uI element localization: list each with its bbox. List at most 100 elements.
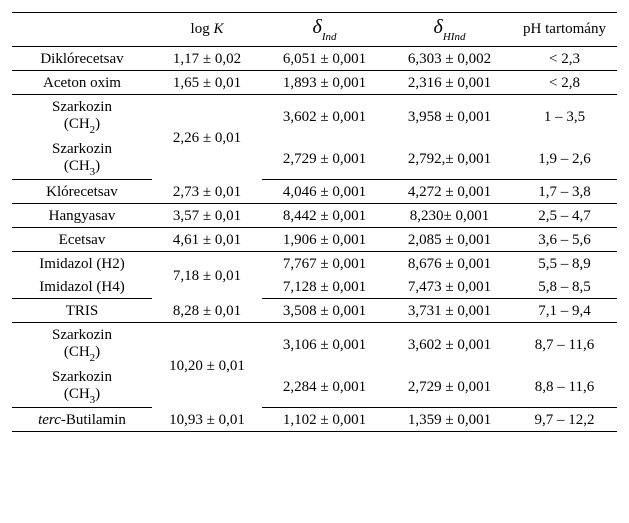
col-ph-header: pH tartomány [512, 13, 617, 47]
cell-logk: 10,20 ± 0,01 [152, 323, 262, 408]
cell-name: Aceton oxim [12, 71, 152, 95]
name-sub-n: 3 [90, 394, 96, 406]
name-sub-open: (CH [64, 116, 90, 132]
cell-logk: 7,18 ± 0,01 [152, 252, 262, 299]
cell-name: Klórecetsav [12, 180, 152, 204]
cell-ph: 5,5 – 8,9 [512, 252, 617, 276]
name-sub-open: (CH [64, 344, 90, 360]
row-imidazole-h2: Imidazol (H2) 7,18 ± 0,01 7,767 ± 0,001 … [12, 252, 617, 276]
row-acetic: Ecetsav 4,61 ± 0,01 1,906 ± 0,001 2,085 … [12, 228, 617, 252]
data-table: log K δInd δHInd pH tartomány Diklórecet… [12, 12, 617, 432]
cell-logk: 2,26 ± 0,01 [152, 95, 262, 180]
cell-dind: 3,106 ± 0,001 [262, 323, 387, 366]
cell-dind: 2,284 ± 0,001 [262, 365, 387, 408]
cell-dhind: 7,473 ± 0,001 [387, 275, 512, 299]
name-sub-close: ) [95, 116, 100, 132]
cell-name: Imidazol (H2) [12, 252, 152, 276]
cell-name: Diklórecetsav [12, 47, 152, 71]
row-imidazole-h4: Imidazol (H4) 7,128 ± 0,001 7,473 ± 0,00… [12, 275, 617, 299]
cell-ph: 1 – 3,5 [512, 95, 617, 138]
cell-dind: 7,128 ± 0,001 [262, 275, 387, 299]
cell-dind: 8,442 ± 0,001 [262, 204, 387, 228]
cell-ph: 9,7 – 12,2 [512, 408, 617, 432]
row-szarkozin1-ch2: Szarkozin (CH2) 2,26 ± 0,01 3,602 ± 0,00… [12, 95, 617, 138]
cell-name: Szarkozin (CH3) [12, 137, 152, 180]
cell-dhind: 3,602 ± 0,001 [387, 323, 512, 366]
cell-ph: 5,8 – 8,5 [512, 275, 617, 299]
name-top: Szarkozin [52, 141, 112, 157]
cell-ph: 7,1 – 9,4 [512, 299, 617, 323]
cell-dhind: 4,272 ± 0,001 [387, 180, 512, 204]
cell-ph: 8,8 – 11,6 [512, 365, 617, 408]
cell-ph: 1,9 – 2,6 [512, 137, 617, 180]
cell-ph: < 2,3 [512, 47, 617, 71]
col-dind-header: δInd [262, 13, 387, 47]
cell-dhind: 2,085 ± 0,001 [387, 228, 512, 252]
cell-dind: 1,893 ± 0,001 [262, 71, 387, 95]
name-sub-open: (CH [64, 386, 90, 402]
cell-dhind: 8,230± 0,001 [387, 204, 512, 228]
name-sub-close: ) [95, 158, 100, 174]
name-sub-close: ) [95, 344, 100, 360]
cell-dhind: 6,303 ± 0,002 [387, 47, 512, 71]
row-szarkozin2-ch3: Szarkozin (CH3) 2,284 ± 0,001 2,729 ± 0,… [12, 365, 617, 408]
cell-dind: 1,102 ± 0,001 [262, 408, 387, 432]
cell-name: terc-Butilamin [12, 408, 152, 432]
row-chloroacetic: Klórecetsav 2,73 ± 0,01 4,046 ± 0,001 4,… [12, 180, 617, 204]
cell-ph: 3,6 – 5,6 [512, 228, 617, 252]
cell-ph: 1,7 – 3,8 [512, 180, 617, 204]
cell-dhind: 2,792,± 0,001 [387, 137, 512, 180]
cell-name: Hangyasav [12, 204, 152, 228]
cell-name: Ecetsav [12, 228, 152, 252]
cell-logk: 1,65 ± 0,01 [152, 71, 262, 95]
cell-name: Szarkozin (CH3) [12, 365, 152, 408]
cell-dhind: 8,676 ± 0,001 [387, 252, 512, 276]
cell-logk: 4,61 ± 0,01 [152, 228, 262, 252]
name-sub-n: 3 [90, 166, 96, 178]
cell-logk: 8,28 ± 0,01 [152, 299, 262, 323]
cell-dind: 7,767 ± 0,001 [262, 252, 387, 276]
cell-logk: 10,93 ± 0,01 [152, 408, 262, 432]
name-top: Szarkozin [52, 99, 112, 115]
cell-dhind: 2,729 ± 0,001 [387, 365, 512, 408]
name-top: Szarkozin [52, 327, 112, 343]
row-szarkozin2-ch2: Szarkozin (CH2) 10,20 ± 0,01 3,106 ± 0,0… [12, 323, 617, 366]
delta-hind-symbol: δ [434, 16, 443, 38]
cell-ph: 2,5 – 4,7 [512, 204, 617, 228]
header-row: log K δInd δHInd pH tartomány [12, 13, 617, 47]
cell-logk: 2,73 ± 0,01 [152, 180, 262, 204]
cell-name: Szarkozin (CH2) [12, 323, 152, 366]
name-sub-n: 2 [90, 124, 96, 136]
name-prefix: terc [38, 412, 61, 428]
row-tris: TRIS 8,28 ± 0,01 3,508 ± 0,001 3,731 ± 0… [12, 299, 617, 323]
row-dichloroacetic: Diklórecetsav 1,17 ± 0,02 6,051 ± 0,001 … [12, 47, 617, 71]
cell-dind: 4,046 ± 0,001 [262, 180, 387, 204]
row-szarkozin1-ch3: Szarkozin (CH3) 2,729 ± 0,001 2,792,± 0,… [12, 137, 617, 180]
row-tercbutylamine: terc-Butilamin 10,93 ± 0,01 1,102 ± 0,00… [12, 408, 617, 432]
cell-name: Imidazol (H4) [12, 275, 152, 299]
cell-dhind: 3,731 ± 0,001 [387, 299, 512, 323]
cell-dhind: 2,316 ± 0,001 [387, 71, 512, 95]
delta-ind-sub: Ind [322, 31, 337, 43]
name-sub-n: 2 [90, 352, 96, 364]
delta-hind-sub: HInd [443, 31, 466, 43]
logk-k: K [213, 21, 223, 37]
name-top: Szarkozin [52, 369, 112, 385]
cell-name: TRIS [12, 299, 152, 323]
name-sub-close: ) [95, 386, 100, 402]
cell-name: Szarkozin (CH2) [12, 95, 152, 138]
cell-dhind: 1,359 ± 0,001 [387, 408, 512, 432]
logk-prefix: log [191, 21, 210, 37]
cell-dind: 6,051 ± 0,001 [262, 47, 387, 71]
cell-ph: 8,7 – 11,6 [512, 323, 617, 366]
cell-dind: 3,508 ± 0,001 [262, 299, 387, 323]
cell-dhind: 3,958 ± 0,001 [387, 95, 512, 138]
cell-dind: 3,602 ± 0,001 [262, 95, 387, 138]
name-sub-open: (CH [64, 158, 90, 174]
row-acetonoxim: Aceton oxim 1,65 ± 0,01 1,893 ± 0,001 2,… [12, 71, 617, 95]
col-name-header [12, 13, 152, 47]
name-rest: -Butilamin [61, 412, 126, 428]
cell-dind: 1,906 ± 0,001 [262, 228, 387, 252]
delta-ind-symbol: δ [313, 16, 322, 38]
cell-ph: < 2,8 [512, 71, 617, 95]
